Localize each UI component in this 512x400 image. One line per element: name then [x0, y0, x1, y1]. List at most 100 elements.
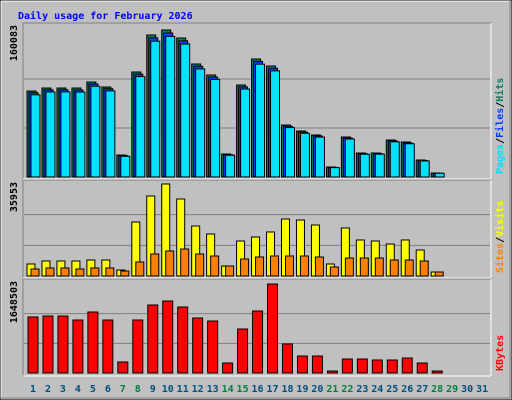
bar	[401, 357, 413, 374]
x-tick-label: 11	[177, 384, 189, 395]
bar	[240, 258, 250, 277]
x-tick-label: 13	[207, 384, 219, 395]
legend-entry: Hits	[494, 78, 506, 102]
bar	[165, 35, 176, 178]
bar	[270, 70, 281, 178]
x-tick-label: 4	[75, 384, 81, 395]
x-tick-label: 5	[90, 384, 96, 395]
x-tick-label: 22	[341, 384, 353, 395]
legend-separator: /	[495, 237, 506, 243]
x-tick-label: 19	[296, 384, 308, 395]
bar	[284, 127, 295, 178]
bar	[75, 268, 85, 277]
bar	[162, 300, 174, 374]
bar	[210, 255, 220, 277]
bar	[344, 138, 355, 178]
bar	[374, 257, 384, 277]
x-tick-label: 25	[386, 384, 398, 395]
legend-entry: KBytes	[495, 335, 506, 371]
x-tick-label: 8	[135, 384, 141, 395]
bar	[389, 141, 400, 178]
bar	[359, 153, 370, 178]
bar	[299, 132, 310, 178]
y-tick-label: 35953	[9, 182, 20, 212]
bar	[326, 370, 338, 374]
bar	[132, 319, 144, 374]
legend: Sites/Visits	[494, 201, 506, 273]
bar	[314, 256, 324, 277]
bar	[314, 136, 325, 178]
x-tick-label: 26	[401, 384, 413, 395]
x-tick-label: 12	[192, 384, 204, 395]
bar	[237, 328, 249, 374]
bar	[105, 267, 115, 277]
bar	[296, 355, 308, 374]
bar	[135, 76, 146, 178]
bar	[60, 267, 70, 277]
bar	[419, 160, 430, 178]
x-tick-label: 24	[371, 384, 383, 395]
x-tick-label: 17	[266, 384, 278, 395]
x-tick-label: 29	[446, 384, 458, 395]
bar	[102, 319, 114, 374]
bar	[374, 153, 385, 178]
x-tick-label: 14	[222, 384, 234, 395]
bar	[329, 266, 339, 277]
x-tick-label: 30	[461, 384, 473, 395]
bar	[72, 319, 84, 374]
bar	[389, 259, 399, 277]
x-tick-label: 27	[416, 384, 428, 395]
legend-entry: Pages	[495, 144, 506, 174]
bar	[270, 255, 280, 277]
bar	[404, 143, 415, 178]
bar	[416, 362, 428, 374]
bar	[90, 85, 101, 178]
x-tick-label: 7	[120, 384, 126, 395]
bar	[45, 91, 56, 178]
legend-entry: Sites	[494, 243, 506, 273]
chart-title: Daily usage for February 2026	[18, 10, 193, 22]
bar	[356, 358, 368, 374]
bar	[419, 260, 429, 277]
bar	[434, 271, 444, 277]
bar	[30, 268, 40, 277]
bar	[240, 88, 251, 178]
x-tick-label: 1	[30, 384, 36, 395]
bar	[225, 265, 235, 277]
bar	[225, 154, 236, 178]
x-tick-label: 23	[356, 384, 368, 395]
bar	[210, 78, 221, 178]
bar	[105, 90, 116, 178]
bar	[120, 155, 131, 178]
bar	[252, 310, 264, 374]
legend-separator: /	[495, 138, 506, 144]
bar	[165, 250, 175, 277]
bar	[386, 359, 398, 374]
bar	[180, 248, 190, 277]
x-tick-label: 20	[311, 384, 323, 395]
bar	[75, 91, 86, 178]
bar	[42, 315, 54, 374]
bar	[57, 315, 69, 374]
bar	[281, 343, 293, 374]
bar	[329, 167, 340, 178]
bar	[341, 358, 353, 374]
bar	[177, 306, 189, 374]
x-tick-label: 21	[326, 384, 338, 395]
bar	[60, 91, 71, 178]
x-tick-label: 18	[281, 384, 293, 395]
bar	[87, 311, 99, 374]
bar	[90, 267, 100, 277]
bar	[135, 261, 145, 277]
bar	[299, 255, 309, 277]
bar	[255, 63, 266, 178]
x-tick-label: 9	[150, 384, 156, 395]
x-tick-label: 28	[431, 384, 443, 395]
bar	[192, 317, 204, 374]
bar	[222, 362, 234, 374]
bar	[120, 270, 130, 277]
x-tick-label: 6	[105, 384, 111, 395]
bar	[434, 172, 445, 178]
bar	[180, 43, 191, 178]
